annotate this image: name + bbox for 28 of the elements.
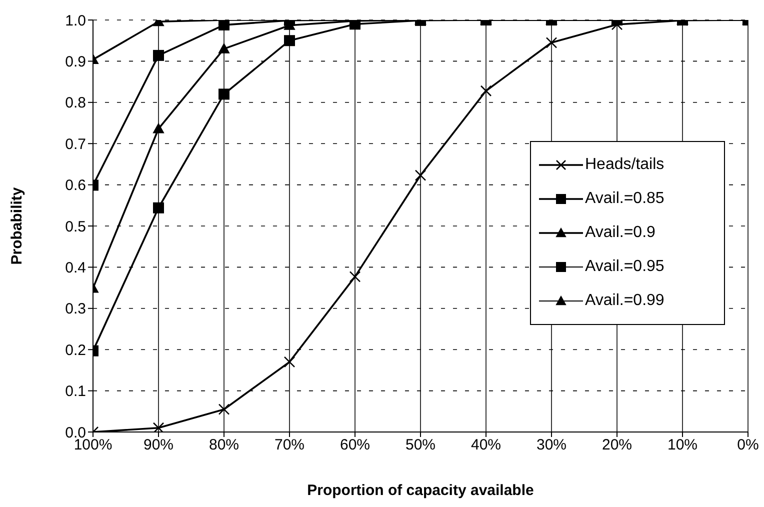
y-tick-label: 0.2 [65, 342, 86, 359]
x-tick-label: 70% [274, 436, 305, 454]
x-tick-label: 90% [143, 436, 174, 454]
x-tick-label: 100% [74, 436, 112, 454]
x-tick-label: 30% [536, 436, 567, 454]
y-tick-label: 0.7 [65, 136, 86, 153]
legend-label: Heads/tails [585, 156, 664, 174]
x-axis-title: Proportion of capacity available [307, 482, 534, 499]
x-tick-label: 60% [340, 436, 370, 454]
y-tick-label: 0.6 [65, 177, 86, 194]
y-tick-label: 0.8 [65, 94, 86, 112]
x-tick-label: 50% [405, 436, 436, 454]
y-tick-label: 1.0 [65, 12, 86, 30]
y-tick-label: 0.9 [65, 54, 86, 71]
y-tick-label: 0.3 [65, 300, 86, 318]
legend-label: Avail.=0.9 [585, 224, 656, 242]
x-tick-label: 80% [208, 436, 240, 454]
legend-label: Avail.=0.85 [585, 190, 664, 208]
legend-label: Avail.=0.99 [585, 292, 664, 310]
y-tick-label: 0.1 [65, 383, 86, 400]
x-tick-label: 10% [667, 436, 698, 454]
y-tick-label: 0.5 [65, 218, 86, 236]
legend-label: Avail.=0.95 [585, 258, 664, 276]
x-tick-label: 20% [602, 436, 632, 454]
y-axis-title: Probability [8, 186, 26, 265]
y-tick-label: 0.4 [65, 260, 86, 277]
x-tick-label: 40% [470, 436, 502, 454]
x-tick-label: 0% [737, 436, 759, 454]
